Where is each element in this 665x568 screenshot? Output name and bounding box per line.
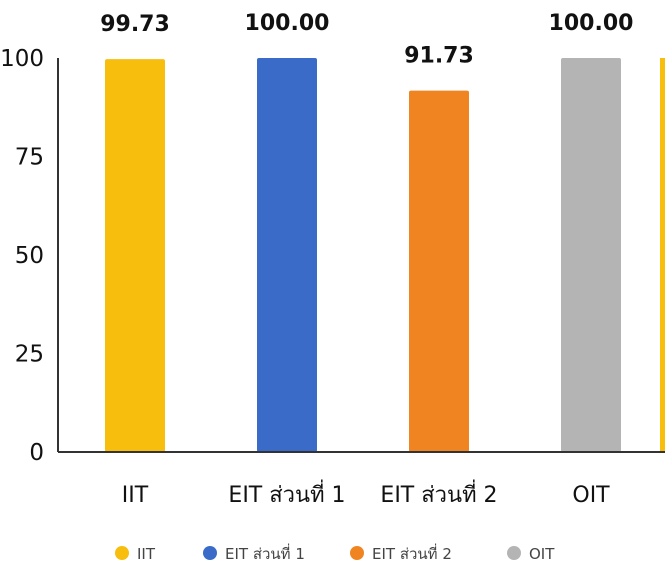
legend-marker	[350, 546, 364, 560]
data-label: 100.00	[549, 11, 634, 36]
bar-series	[105, 58, 665, 452]
legend-marker	[115, 546, 129, 560]
x-tick-label: OIT	[572, 483, 610, 508]
legend-label: OIT	[529, 545, 555, 563]
bar	[561, 58, 621, 452]
data-label: 91.73	[404, 44, 474, 69]
y-tick-label: 75	[15, 145, 44, 171]
x-axis: IIT EIT ส่วนที่ 1 EIT ส่วนที่ 2 OIT	[57, 58, 665, 508]
x-tick-label: EIT ส่วนที่ 2	[380, 479, 497, 508]
legend-label: EIT ส่วนที่ 1	[225, 543, 305, 563]
data-labels: 99.73 100.00 91.73 100.00	[100, 11, 633, 69]
y-tick-label: 50	[15, 243, 44, 269]
y-axis: 0 25 50 75 100	[0, 46, 44, 466]
y-tick-label: 100	[0, 46, 44, 72]
y-tick-label: 0	[29, 440, 44, 466]
data-label: 99.73	[100, 12, 170, 37]
y-tick-label: 25	[15, 342, 44, 368]
bar	[257, 58, 317, 452]
bar	[409, 90, 469, 452]
x-tick-label: EIT ส่วนที่ 1	[228, 479, 345, 508]
bar	[105, 59, 165, 452]
x-tick-label: IIT	[122, 483, 149, 508]
legend-marker	[507, 546, 521, 560]
data-label: 100.00	[245, 11, 330, 36]
legend: IIT EIT ส่วนที่ 1 EIT ส่วนที่ 2 OIT	[115, 543, 555, 563]
legend-label: EIT ส่วนที่ 2	[372, 543, 452, 563]
legend-label: IIT	[137, 545, 156, 563]
legend-marker	[203, 546, 217, 560]
cropped-bar-edge	[660, 58, 665, 452]
